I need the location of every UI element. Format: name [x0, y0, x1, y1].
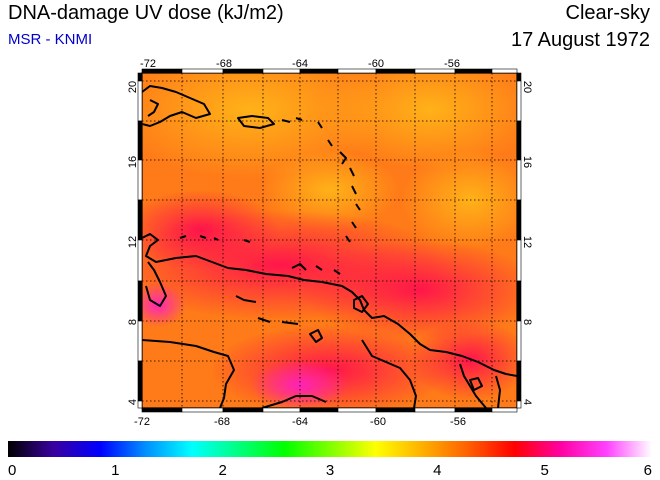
lat-tick-label: 12	[127, 236, 139, 248]
lat-tick-label: 20	[521, 81, 533, 93]
hispaniola-coast	[142, 85, 211, 127]
lat-tick-label: 4	[127, 399, 139, 405]
border-venezuela-guyana	[361, 339, 417, 408]
trinidad	[353, 295, 369, 313]
lat-tick-label: 8	[521, 319, 533, 325]
frame-segment	[137, 400, 143, 409]
coastlines	[142, 85, 517, 408]
lat-tick-label: 12	[521, 236, 533, 248]
lon-ticks-top: -72 -68 -64 -60 -56	[140, 58, 460, 70]
colorbar-tick-label: 1	[111, 462, 119, 479]
frame-segment	[137, 72, 143, 82]
lon-tick-label: -64	[292, 58, 308, 70]
frame-segment	[516, 360, 522, 402]
colorbar-tick-label: 4	[433, 462, 441, 479]
lat-tick-label: 16	[127, 156, 139, 168]
frame-segment	[516, 320, 522, 362]
lat-tick-label: 8	[127, 319, 139, 325]
frame-segment	[337, 407, 377, 413]
frame-segment	[137, 360, 143, 402]
lat-tick-label: 4	[521, 399, 533, 405]
frame-segment	[137, 199, 143, 241]
frame-segment	[454, 407, 493, 413]
frame-segment	[516, 400, 522, 409]
river-inland	[261, 395, 327, 408]
lat-tick-label: 16	[521, 156, 533, 168]
colorbar-tick-label: 6	[644, 462, 652, 479]
colorbar: 0 1 2 3 4 5 6	[8, 441, 652, 479]
lon-tick-label: -60	[368, 58, 384, 70]
frame-segment	[491, 68, 518, 74]
colorbar-tick-label: 2	[218, 462, 226, 479]
colorbar-tick-label: 5	[540, 462, 548, 479]
lat-tick-label: 20	[127, 81, 139, 93]
puerto-rico-coast	[237, 115, 275, 129]
frame-segment	[222, 407, 264, 413]
lon-tick-label: -72	[134, 416, 150, 428]
colorbar-tick-label: 3	[326, 462, 334, 479]
lon-tick-label: -64	[292, 416, 308, 428]
margarita-islands	[291, 263, 341, 275]
frame-segment	[516, 199, 522, 241]
lon-tick-label: -72	[140, 58, 156, 70]
graticule	[142, 73, 517, 408]
frame-segment	[516, 120, 522, 161]
dose-field	[142, 73, 517, 408]
lon-tick-label: -56	[444, 58, 460, 70]
sky-condition: Clear-sky	[565, 2, 650, 24]
border-suriname	[459, 363, 487, 408]
virgin-islands	[281, 117, 303, 123]
colorbar-labels: 0 1 2 3 4 5 6	[8, 462, 652, 479]
lon-ticks-bottom: -72 -68 -64 -60 -56	[134, 416, 466, 428]
map-date: 17 August 1972	[510, 29, 650, 51]
coast-detail-west	[235, 295, 299, 325]
frame-segment	[516, 80, 522, 122]
frame-segment	[181, 407, 224, 413]
frame-segment	[516, 280, 522, 322]
frame-segment	[137, 280, 143, 322]
frame-segment	[299, 407, 339, 413]
lat-ticks-left: 20 16 12 8 4	[127, 81, 139, 405]
frame-segment	[516, 72, 522, 82]
lake-inland	[469, 377, 483, 391]
maracaibo-lake	[145, 261, 167, 307]
frame-segment	[137, 320, 143, 362]
coast-detail-inland	[309, 329, 323, 343]
frame-segment	[516, 159, 522, 201]
border-east	[495, 375, 501, 408]
frame-segment	[137, 120, 143, 161]
colorbar-bar	[8, 441, 652, 457]
lon-tick-label: -56	[450, 416, 466, 428]
map-title: DNA-damage UV dose (kJ/m2)	[8, 2, 284, 24]
lesser-antilles	[317, 121, 361, 243]
lon-tick-label: -68	[216, 58, 232, 70]
lon-tick-label: -68	[214, 416, 230, 428]
frame-segment	[414, 407, 456, 413]
frame-segment	[375, 407, 416, 413]
lat-ticks-right: 20 16 12 8 4	[521, 81, 533, 405]
frame-segment	[262, 407, 301, 413]
curacao-islands	[179, 235, 251, 243]
lon-tick-label: -60	[370, 416, 386, 428]
data-source: MSR - KNMI	[8, 31, 93, 48]
frame-segment	[141, 407, 183, 413]
frame-segment	[491, 407, 518, 413]
colorbar-tick-label: 0	[8, 462, 16, 479]
orinoco-river	[142, 339, 235, 408]
frame-segment	[516, 239, 522, 282]
frame-segment	[454, 68, 493, 74]
hispaniola-south	[147, 99, 159, 117]
south-america-north-coast	[142, 233, 517, 377]
map-frame	[137, 68, 522, 413]
